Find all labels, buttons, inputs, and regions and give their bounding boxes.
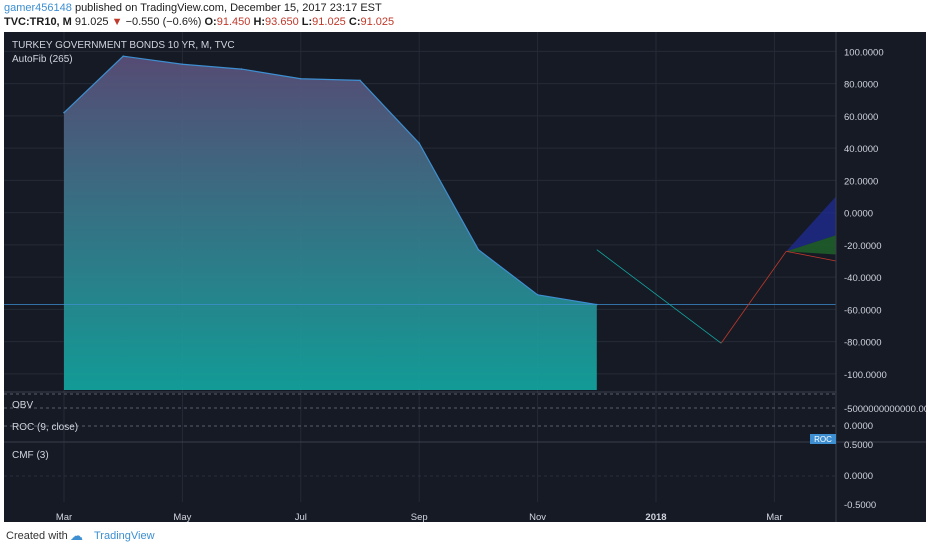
- fib-fan-red: [786, 250, 837, 262]
- y-tick-label: 60.0000: [844, 112, 878, 123]
- chart-panel[interactable]: 100.0000 80.0000 60.0000 40.0000 20.0000 0.00…: [4, 32, 932, 523]
- indicator-tick-label: -5000000000000.0000: [844, 404, 926, 415]
- x-tick-label: Sep: [411, 512, 428, 522]
- y-tick-label: -60.0000: [844, 305, 882, 316]
- y-tick-label: 0.0000: [844, 209, 873, 220]
- high-label: H:: [253, 16, 266, 28]
- price-area: [64, 56, 597, 391]
- x-tick-label: Jul: [295, 512, 307, 522]
- close-value: 91.025: [360, 16, 395, 28]
- y-tick-label: 40.0000: [844, 144, 878, 155]
- projection-line-down: [596, 249, 722, 344]
- x-tick-label: Mar: [766, 512, 782, 522]
- data-point: [181, 63, 184, 66]
- indicator-tick-label: 0.0000: [844, 421, 873, 432]
- publish-info: published on TradingView.com, December 1…: [71, 2, 382, 14]
- data-point: [63, 111, 65, 114]
- fib-fan-green: [786, 235, 836, 255]
- y-tick-label: -20.0000: [844, 241, 882, 252]
- y-tick-label: -40.0000: [844, 273, 882, 284]
- open-value: 91.450: [216, 16, 251, 28]
- projection-line-up: [720, 251, 787, 344]
- x-tick-label: Nov: [529, 512, 546, 522]
- data-point: [122, 55, 124, 57]
- publish-header: gamer456148 published on TradingView.com…: [0, 0, 932, 32]
- obv-label: OBV: [12, 400, 33, 411]
- x-tick-label: 2018: [645, 512, 666, 522]
- data-point: [477, 248, 480, 251]
- author-link[interactable]: gamer456148: [4, 2, 72, 14]
- autofib-label: AutoFib (265): [12, 54, 73, 65]
- chart-title: TURKEY GOVERNMENT BONDS 10 YR, M, TVC: [12, 40, 235, 51]
- price-line: [63, 55, 597, 306]
- x-tick-label: Mar: [56, 512, 72, 522]
- low-value: 91.025: [312, 16, 346, 28]
- fib-fan-blue: [786, 196, 836, 252]
- y-tick-label: 80.0000: [844, 80, 878, 91]
- tradingview-brand[interactable]: TradingView: [94, 530, 155, 542]
- x-tick-label: May: [173, 512, 191, 522]
- symbol-line: TVC:TR10, M 91.025 ▼ −0.550 (−0.6%) O:91…: [4, 16, 394, 28]
- data-point: [359, 79, 361, 82]
- high-value: 93.650: [265, 16, 299, 28]
- y-tick-label: -80.0000: [844, 338, 882, 349]
- y-tick-label: -100.0000: [844, 370, 887, 381]
- price-change: −0.550 (−0.6%): [125, 16, 202, 28]
- indicator-tick-label: 0.0000: [844, 471, 873, 482]
- y-tick-label: 20.0000: [844, 176, 878, 187]
- cmf-label: CMF (3): [12, 450, 49, 461]
- down-arrow-icon: ▼: [111, 16, 123, 28]
- data-point: [300, 77, 302, 80]
- data-point: [418, 142, 421, 145]
- data-point: [240, 68, 243, 70]
- tradingview-logo-icon: ☁: [70, 528, 83, 543]
- roc-badge: [810, 434, 836, 444]
- indicator-tick-label: 0.5000: [844, 440, 873, 451]
- open-label: O:: [204, 16, 217, 28]
- last-price: 91.025: [74, 16, 109, 28]
- created-with: Created with: [6, 530, 68, 542]
- chart-svg[interactable]: 100.0000 80.0000 60.0000 40.0000 20.0000 0.00…: [4, 32, 932, 523]
- publish-line: gamer456148 published on TradingView.com…: [4, 2, 382, 14]
- roc-label: ROC (9, close): [12, 422, 78, 433]
- y-tick-label: 100.0000: [844, 47, 884, 58]
- close-label: C:: [348, 16, 361, 28]
- indicator-tick-label: -0.5000: [844, 500, 876, 511]
- footer: Created with ☁ TradingView: [0, 524, 932, 550]
- symbol: TVC:TR10, M: [4, 16, 72, 28]
- data-point: [536, 294, 539, 296]
- roc-badge-label: ROC: [814, 435, 832, 444]
- low-label: L:: [301, 16, 313, 28]
